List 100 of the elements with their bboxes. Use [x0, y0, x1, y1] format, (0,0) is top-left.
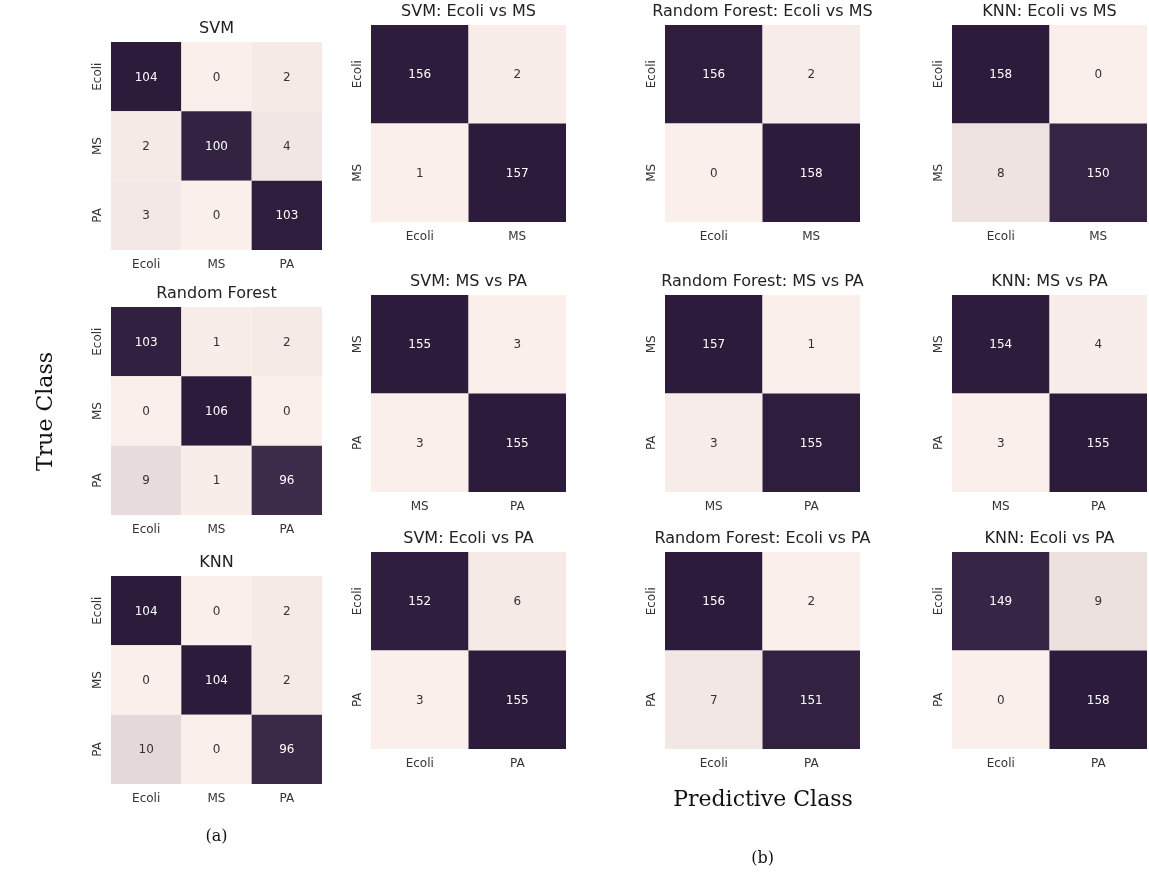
data-label: 0: [283, 404, 291, 418]
y-tick-label: Ecoli: [349, 60, 364, 89]
x-tick-label: MS: [991, 498, 1010, 513]
data-label: 155: [1086, 435, 1110, 450]
data-label: 3: [709, 435, 718, 450]
data-label: 2: [283, 69, 291, 84]
data-label: 104: [205, 673, 228, 687]
chart-title: SVM: MS vs PA: [410, 271, 527, 290]
x-tick-label: PA: [509, 498, 526, 513]
data-label: 1: [212, 473, 221, 488]
y-tick-label: MS: [643, 163, 658, 182]
x-tick-label: PA: [803, 755, 820, 770]
data-label: 158: [989, 67, 1013, 82]
chart-title: KNN: Ecoli vs PA: [984, 528, 1115, 547]
y-tick-label: Ecoli: [643, 587, 658, 616]
data-label: 155: [799, 435, 823, 450]
x-tick-label: Ecoli: [132, 790, 161, 805]
y-tick-label: Ecoli: [89, 327, 104, 356]
y-tick-label: Ecoli: [930, 60, 945, 89]
data-label: 1: [415, 165, 424, 180]
y-tick-label: PA: [930, 691, 945, 708]
y-tick-label: MS: [349, 163, 364, 182]
y-tick-label: PA: [89, 207, 104, 223]
data-label: 2: [142, 139, 150, 153]
y-tick-label: MS: [349, 335, 364, 354]
data-label: 158: [799, 165, 823, 180]
data-label: 150: [1086, 165, 1110, 180]
chart-title: KNN: Ecoli vs MS: [982, 1, 1117, 20]
x-tick-label: PA: [1090, 498, 1107, 513]
chart-title: SVM: Ecoli vs PA: [403, 528, 534, 547]
x-tick-label: MS: [207, 521, 226, 536]
data-label: 0: [1094, 67, 1103, 82]
y-tick-label: Ecoli: [89, 62, 104, 91]
y-tick-label: MS: [89, 402, 104, 420]
data-label: 96: [279, 742, 295, 757]
data-label: 149: [989, 594, 1013, 609]
data-label: 3: [415, 435, 424, 450]
data-label: 156: [408, 67, 432, 82]
x-tick-label: MS: [1089, 228, 1108, 243]
data-label: 0: [709, 165, 718, 180]
text: (b): [751, 848, 774, 867]
x-tick-label: PA: [1090, 755, 1107, 770]
data-label: 8: [996, 165, 1005, 180]
data-label: 0: [212, 603, 221, 618]
data-label: 152: [408, 594, 432, 609]
data-label: 157: [505, 165, 529, 180]
text: (a): [205, 826, 228, 845]
data-label: 2: [283, 334, 291, 349]
x-tick-label: PA: [509, 755, 526, 770]
x-tick-label: Ecoli: [699, 755, 728, 770]
data-label: 7: [709, 692, 718, 707]
y-tick-label: PA: [89, 472, 104, 488]
y-tick-label: PA: [349, 434, 364, 451]
chart-title: Random Forest: MS vs PA: [661, 271, 864, 290]
data-label: 154: [989, 337, 1013, 352]
x-tick-label: PA: [803, 498, 820, 513]
y-tick-label: PA: [643, 434, 658, 451]
data-label: 3: [513, 337, 522, 352]
data-label: 100: [205, 139, 228, 153]
data-label: 104: [134, 69, 158, 84]
data-label: 1: [807, 337, 816, 352]
data-label: 4: [283, 139, 291, 153]
x-tick-label: MS: [802, 228, 821, 243]
data-label: 0: [996, 692, 1005, 707]
y-tick-label: PA: [930, 434, 945, 451]
x-tick-label: MS: [410, 498, 429, 513]
x-axis-title: Predictive Class: [673, 785, 853, 811]
data-label: 0: [212, 208, 221, 223]
y-tick-label: MS: [930, 163, 945, 182]
data-label: 2: [807, 594, 816, 609]
y-tick-label: Ecoli: [930, 587, 945, 616]
x-tick-label: MS: [207, 256, 226, 271]
data-label: 3: [996, 435, 1005, 450]
data-label: 6: [513, 594, 522, 609]
data-label: 2: [807, 67, 816, 82]
y-tick-label: MS: [89, 671, 104, 689]
data-label: 156: [702, 67, 726, 82]
data-label: 96: [279, 473, 295, 488]
y-tick-label: PA: [349, 691, 364, 708]
data-label: 155: [505, 435, 529, 450]
data-label: 151: [799, 692, 823, 707]
data-label: 0: [142, 404, 150, 418]
data-label: 155: [408, 337, 432, 352]
x-tick-label: MS: [508, 228, 527, 243]
data-label: 1: [212, 334, 221, 349]
data-label: 0: [142, 673, 150, 687]
x-tick-label: Ecoli: [986, 228, 1015, 243]
chart-title: Random Forest: Ecoli vs MS: [652, 1, 873, 20]
y-tick-label: MS: [89, 137, 104, 155]
chart-title: Random Forest: Ecoli vs PA: [654, 528, 871, 547]
x-tick-label: Ecoli: [699, 228, 728, 243]
data-label: 2: [283, 603, 291, 618]
chart-title: SVM: [199, 18, 234, 37]
data-label: 0: [212, 69, 221, 84]
x-tick-label: PA: [279, 256, 295, 271]
data-label: 156: [702, 594, 726, 609]
x-tick-label: Ecoli: [986, 755, 1015, 770]
chart-title: SVM: Ecoli vs MS: [401, 1, 536, 20]
chart-title: KNN: MS vs PA: [991, 271, 1108, 290]
y-tick-label: PA: [643, 691, 658, 708]
